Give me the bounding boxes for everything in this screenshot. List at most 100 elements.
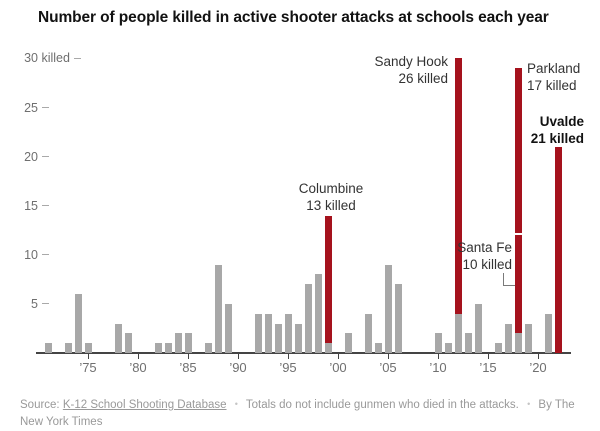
bar-1974 [74,294,82,353]
santa-fe-callout-line-vertical [503,273,504,286]
bar-1999-columbine [324,215,332,344]
x-axis-tick [387,353,389,359]
bar-1995 [284,313,292,353]
bar-1979 [124,333,132,353]
bar-2018-parkland [514,68,522,234]
chart-title: Number of people killed in active shoote… [38,9,549,26]
x-axis-tick [137,353,139,359]
bar-2010 [434,333,442,353]
bar-1973 [64,343,72,353]
bar-1982 [154,343,162,353]
annotation-uvalde: Uvalde 21 killed [531,114,584,147]
x-axis-label: ’85 [179,360,197,375]
annotation-line: Santa Fe [457,240,512,255]
y-axis-label: 15 [0,198,49,214]
x-axis-label: ’00 [329,360,347,375]
y-axis-tick-number: 30 [24,51,38,66]
bar-1978 [114,323,122,353]
x-axis-label: ’95 [279,360,297,375]
y-axis-tick-dash [73,57,81,59]
y-axis-label: 10 [0,247,49,263]
bar-2014 [474,303,482,353]
y-axis-tick-dash [42,303,49,305]
bar-1985 [184,333,192,353]
x-axis-tick [337,353,339,359]
y-axis-label: 5 [0,296,49,312]
y-axis-tick-dash [42,205,49,207]
source-link[interactable]: K-12 School Shooting Database [62,399,227,411]
bar-2021 [544,313,552,353]
x-axis-tick [87,353,89,359]
annotation-line: 26 killed [398,70,448,86]
bar-2018 [514,333,522,353]
bar-1989 [224,303,232,353]
bar-2018-santa-fe [514,235,522,334]
x-axis-line [36,352,571,354]
y-axis-label: 30 killed [0,50,81,66]
y-axis-tick-number: 10 [24,247,38,262]
y-axis-unit-label: killed [38,51,70,66]
source-prefix: Source: [20,399,60,411]
bar-1975 [84,343,92,353]
x-axis-tick [187,353,189,359]
footer-note: Totals do not include gunmen who died in… [245,399,519,411]
bar-1998 [314,274,322,353]
y-axis-tick-dash [42,156,49,158]
bar-1984 [174,333,182,353]
y-axis-tick-number: 20 [24,149,38,164]
bar-1987 [204,343,212,353]
x-axis-tick [487,353,489,359]
annotation-santa-fe: Santa Fe 10 killed [457,240,512,273]
bar-2012-sandy-hook [454,58,462,314]
bar-1999 [324,343,332,353]
bar-1971 [44,343,52,353]
bar-2022-uvalde [554,146,562,353]
bar-1996 [294,323,302,353]
annotation-line: Parkland [527,61,581,76]
annotation-sandy-hook: Sandy Hook 26 killed [374,54,448,87]
source-note: Source: K-12 School Shooting Database • … [20,396,582,431]
bar-2012 [454,313,462,353]
x-axis-label: ’05 [379,360,397,375]
byline: By The New York Times [20,399,575,428]
x-axis-tick [237,353,239,359]
x-axis-tick [537,353,539,359]
annotation-line: 17 killed [527,77,577,93]
annotation-line: Columbine [298,181,364,196]
x-axis-label: ’15 [479,360,497,375]
x-axis-tick [437,353,439,359]
bar-2004 [374,343,382,353]
x-axis-label: ’20 [529,360,547,375]
bar-2011 [444,343,452,353]
bar-2013 [464,333,472,353]
x-axis-label: ’80 [129,360,147,375]
bar-2003 [364,313,372,353]
bar-2017 [504,323,512,353]
y-axis-tick-number: 5 [31,296,38,311]
annotation-parkland: Parkland 17 killed [527,61,580,94]
bar-2019 [524,323,532,353]
annotation-line: Uvalde [539,114,584,129]
plot-area: 30 killed 25 20 15 10 5 ’75 ’80 ’85 ’90 ’95 ’00 ’05 ’… [0,50,584,375]
y-axis-label: 20 [0,149,49,165]
bar-2006 [394,284,402,353]
annotation-line: Sandy Hook [374,54,448,69]
annotation-line: 10 killed [462,256,512,272]
bar-2001 [344,333,352,353]
annotation-columbine: Columbine 13 killed [271,181,391,214]
bar-2005 [384,264,392,353]
bar-2016 [494,343,502,353]
annotation-line: 21 killed [530,130,584,146]
y-axis-tick-number: 15 [24,198,38,213]
x-axis-label: ’90 [229,360,247,375]
y-axis-tick-number: 25 [24,100,38,115]
y-axis-label: 25 [0,100,49,116]
x-axis-tick [287,353,289,359]
y-axis-tick-dash [42,254,49,256]
bar-1988 [214,264,222,353]
bar-1994 [274,323,282,353]
separator-dot: • [527,399,531,409]
bar-1992 [254,313,262,353]
annotation-line: 13 killed [306,197,356,213]
